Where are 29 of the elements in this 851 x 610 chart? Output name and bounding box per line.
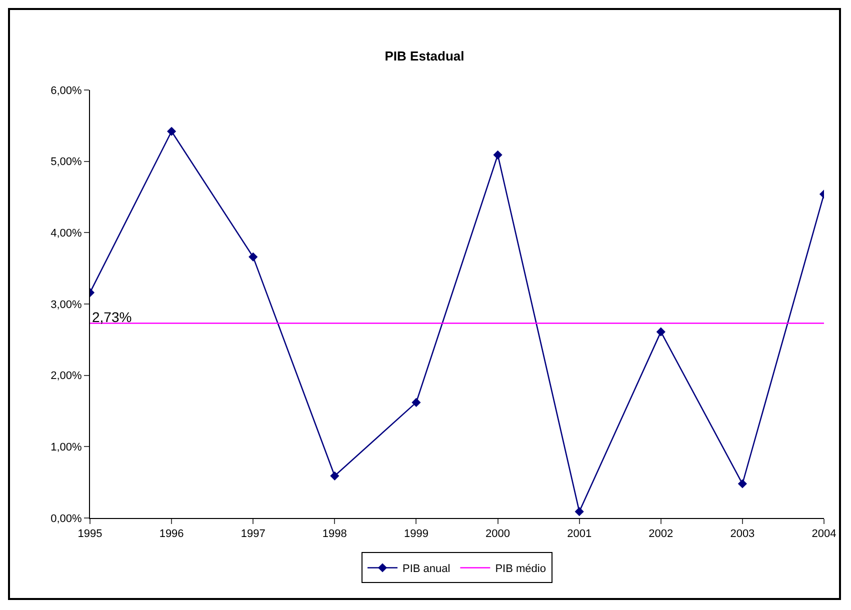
y-tick-label: 6,00% bbox=[50, 84, 82, 97]
y-tick-label: 0,00% bbox=[50, 512, 82, 525]
x-tick-label: 1995 bbox=[78, 528, 102, 540]
point bbox=[330, 471, 340, 480]
legend-label: PIB médio bbox=[495, 563, 546, 576]
x-tick-label: 1997 bbox=[240, 528, 266, 540]
x-tick-label: 2001 bbox=[567, 528, 592, 540]
x-tick-label: 1999 bbox=[404, 528, 428, 540]
y-tick-label: 5,00% bbox=[50, 156, 82, 168]
x-tick-label: 1998 bbox=[322, 528, 347, 540]
y-tick-label: 2,00% bbox=[50, 370, 82, 382]
point bbox=[493, 150, 502, 160]
x-tick-label: 2003 bbox=[730, 528, 755, 540]
point bbox=[738, 479, 747, 488]
legend-label: PIB anual bbox=[402, 563, 450, 576]
chart-title: PIB Estadual bbox=[384, 48, 464, 64]
x-tick-label: 2002 bbox=[648, 528, 674, 540]
annotation: 2,73% bbox=[92, 309, 132, 325]
x-tick-label: 1996 bbox=[159, 528, 184, 540]
point bbox=[167, 126, 176, 136]
y-tick-label: 4,00% bbox=[50, 228, 82, 240]
point bbox=[656, 327, 666, 336]
x-tick-label: 2004 bbox=[812, 528, 836, 540]
point bbox=[248, 252, 258, 262]
x-tick-label: 2000 bbox=[486, 528, 510, 540]
y-tick-label: 1,00% bbox=[50, 442, 82, 454]
point bbox=[412, 398, 421, 407]
point bbox=[574, 507, 584, 516]
y-tick-label: 3,00% bbox=[50, 298, 82, 311]
